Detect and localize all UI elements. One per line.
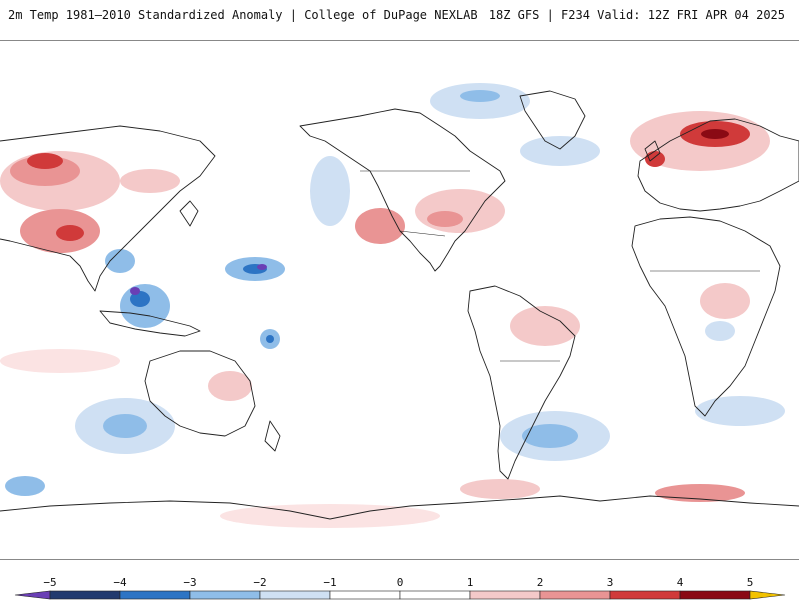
warm-anomaly-scandinavia-core	[701, 129, 729, 139]
cold-anomaly-central-pacific-max	[257, 264, 267, 270]
map-title: 2m Temp 1981–2010 Standardized Anomaly |…	[8, 8, 478, 22]
warm-anomaly-tibet-core	[56, 225, 84, 241]
cold-anomaly-south-indian	[695, 396, 785, 426]
anomaly-shading	[0, 83, 785, 528]
warm-anomaly-eastern-us	[415, 189, 505, 233]
cold-anomaly-south-atlantic-core	[522, 424, 578, 448]
warm-anomaly-antarctica	[460, 479, 540, 499]
colorbar-segment	[259, 590, 331, 600]
anomaly-map[interactable]	[0, 40, 799, 560]
political-borders	[360, 170, 760, 362]
colorbar-tick-label: −4	[113, 576, 127, 589]
coastline-antarctica	[0, 495, 799, 520]
colorbar-segment	[189, 590, 261, 600]
coastline-east-asia	[0, 125, 216, 292]
colorbar: −5 −4 −3 −2 −1 0 1 2 3 4 5	[0, 570, 800, 600]
coastline-british-isles	[644, 140, 661, 162]
map-svg	[0, 83, 799, 528]
warm-anomaly-south-pacific	[0, 349, 120, 373]
warm-anomaly-iberia	[645, 151, 665, 167]
border-us-mexico	[399, 230, 446, 237]
warm-anomaly-siberia	[120, 169, 180, 193]
cold-anomaly-philippines	[105, 249, 135, 273]
colorbar-scale	[14, 590, 786, 600]
coastline-australia	[144, 350, 256, 437]
cold-anomaly-ne-pacific	[310, 156, 350, 226]
colorbar-segment	[749, 590, 786, 600]
cold-anomaly-southern-ocean-core	[103, 414, 147, 438]
colorbar-segment	[49, 590, 121, 600]
model-run-info: 18Z GFS | F234 Valid: 12Z FRI APR 04 202…	[488, 8, 785, 22]
coastline-japan	[179, 200, 199, 227]
coastline-indonesia	[99, 310, 201, 337]
colorbar-tick-label: 2	[536, 576, 544, 589]
warm-anomaly-australia	[208, 371, 252, 401]
coastline-europe	[637, 118, 799, 212]
colorbar-tick-label: 0	[396, 576, 404, 589]
cold-anomaly-sw-indian	[5, 476, 45, 496]
colorbar-tick-label: −3	[183, 576, 197, 589]
colorbar-segment	[14, 590, 51, 600]
cold-anomaly-indonesia-max	[130, 287, 140, 295]
coastlines	[0, 90, 799, 520]
header: 2m Temp 1981–2010 Standardized Anomaly |…	[0, 0, 800, 30]
coastline-south-america	[467, 285, 576, 480]
colorbar-segment	[679, 590, 751, 600]
coastline-north-america	[299, 108, 506, 272]
cold-anomaly-greenland-core	[460, 90, 500, 102]
coastline-greenland	[519, 90, 586, 150]
colorbar-tick-label: −1	[323, 576, 337, 589]
warm-anomaly-east-africa	[700, 283, 750, 319]
colorbar-segment	[119, 590, 191, 600]
coastline-africa	[631, 216, 781, 417]
colorbar-tick-label: 4	[676, 576, 684, 589]
warm-anomaly-central-asia-core	[10, 156, 80, 186]
warm-anomaly-south-america	[510, 306, 580, 346]
colorbar-segment	[609, 590, 681, 600]
warm-anomaly-southeast-us	[427, 211, 463, 227]
cold-anomaly-arctic	[520, 136, 600, 166]
colorbar-segment	[399, 590, 471, 600]
colorbar-tick-label: 3	[606, 576, 614, 589]
colorbar-tick-label: 5	[746, 576, 754, 589]
colorbar-segment	[469, 590, 541, 600]
colorbar-segment	[329, 590, 401, 600]
warm-anomaly-south-ocean	[220, 504, 440, 528]
cold-anomaly-south-pacific-island-core	[266, 335, 274, 343]
cold-anomaly-east-africa	[705, 321, 735, 341]
colorbar-tick-label: −2	[253, 576, 267, 589]
warm-anomaly-central-asia-max	[27, 153, 63, 169]
cold-anomaly-indonesia	[120, 284, 170, 328]
coastline-new-zealand	[264, 420, 281, 452]
colorbar-tick-label: 1	[466, 576, 474, 589]
colorbar-tick-label: −5	[43, 576, 57, 589]
colorbar-segment	[539, 590, 611, 600]
